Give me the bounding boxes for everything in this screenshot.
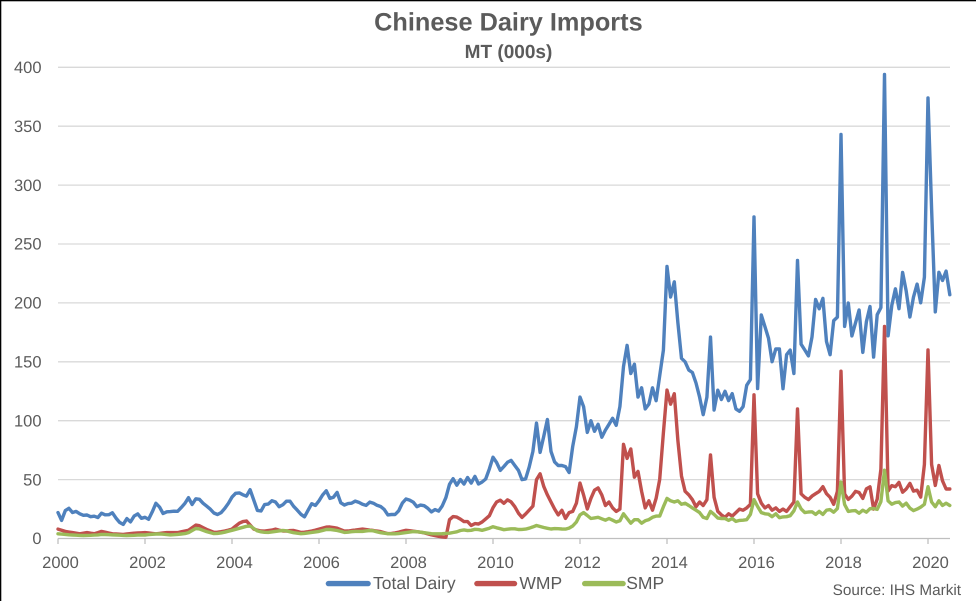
svg-text:2010: 2010 (477, 554, 514, 572)
svg-text:Chinese Dairy Imports: Chinese Dairy Imports (374, 8, 643, 36)
svg-text:2000: 2000 (42, 554, 79, 572)
svg-text:250: 250 (14, 236, 42, 254)
svg-text:2004: 2004 (216, 554, 253, 572)
svg-text:2002: 2002 (129, 554, 166, 572)
svg-text:SMP: SMP (626, 573, 664, 593)
svg-text:200: 200 (14, 295, 42, 313)
svg-text:2014: 2014 (651, 554, 688, 572)
svg-text:50: 50 (23, 471, 41, 489)
svg-text:300: 300 (14, 177, 42, 195)
svg-text:2012: 2012 (564, 554, 601, 572)
svg-text:2008: 2008 (390, 554, 427, 572)
svg-text:WMP: WMP (519, 573, 562, 593)
svg-text:0: 0 (32, 530, 41, 548)
svg-text:Source: IHS Markit: Source: IHS Markit (833, 582, 962, 599)
svg-text:Total Dairy: Total Dairy (373, 573, 456, 593)
svg-text:2006: 2006 (303, 554, 340, 572)
svg-text:400: 400 (14, 59, 42, 77)
svg-text:150: 150 (14, 354, 42, 372)
svg-text:2016: 2016 (738, 554, 775, 572)
svg-text:2020: 2020 (912, 554, 949, 572)
svg-text:2018: 2018 (825, 554, 862, 572)
svg-text:100: 100 (14, 412, 42, 430)
svg-text:MT (000s): MT (000s) (465, 42, 553, 63)
svg-text:350: 350 (14, 118, 42, 136)
